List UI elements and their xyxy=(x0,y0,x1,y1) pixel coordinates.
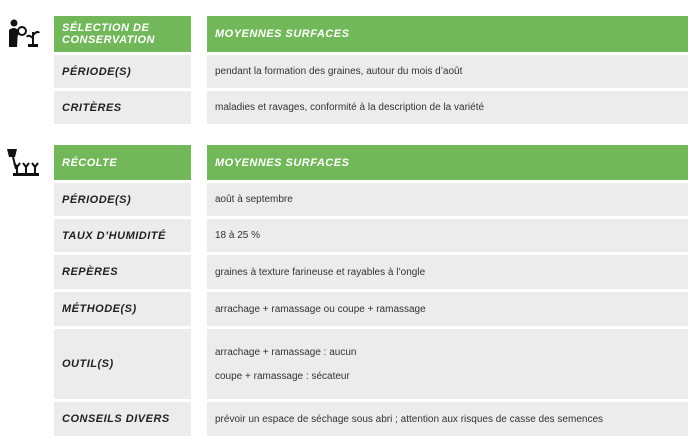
row-value: pendant la formation des graines, autour… xyxy=(207,55,688,88)
row-label: PÉRIODE(S) xyxy=(54,55,191,88)
column-header: MOYENNES SURFACES xyxy=(207,145,688,180)
value-line: coupe + ramassage : sécateur xyxy=(215,370,350,382)
row-label: CRITÈRES xyxy=(54,91,191,124)
row-label: REPÈRES xyxy=(54,255,191,289)
row-value: arrachage + ramassage : aucun coupe + ra… xyxy=(207,329,688,399)
section-title: SÉLECTION DE CONSERVATION xyxy=(54,16,191,52)
row-value: maladies et ravages, conformité à la des… xyxy=(207,91,688,124)
row-value: 18 à 25 % xyxy=(207,219,688,252)
row-value: graines à texture farineuse et rayables … xyxy=(207,255,688,289)
row-label: TAUX D’HUMIDITÉ xyxy=(54,219,191,252)
row-value: août à septembre xyxy=(207,183,688,216)
column-header: MOYENNES SURFACES xyxy=(207,16,688,52)
magnifier-plant-icon xyxy=(9,19,40,47)
value-line: arrachage + ramassage : aucun xyxy=(215,346,357,358)
row-label: PÉRIODE(S) xyxy=(54,183,191,216)
harvest-plants-icon xyxy=(7,149,39,176)
row-label: OUTIL(S) xyxy=(54,329,191,399)
section-title: RÉCOLTE xyxy=(54,145,191,180)
row-label: MÉTHODE(S) xyxy=(54,292,191,326)
row-value: prévoir un espace de séchage sous abri ;… xyxy=(207,402,688,436)
row-value: arrachage + ramassage ou coupe + ramassa… xyxy=(207,292,688,326)
row-label: CONSEILS DIVERS xyxy=(54,402,191,436)
